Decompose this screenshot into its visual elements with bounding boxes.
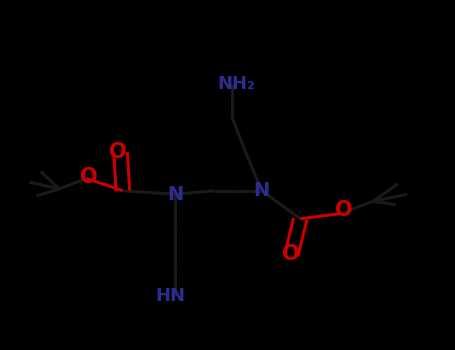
Text: O: O xyxy=(80,167,97,187)
Text: O: O xyxy=(283,244,300,264)
Text: NH₂: NH₂ xyxy=(217,75,256,93)
Text: N: N xyxy=(253,181,270,200)
Text: N: N xyxy=(167,185,183,204)
Text: HN: HN xyxy=(156,287,186,305)
Text: O: O xyxy=(335,200,352,220)
Text: O: O xyxy=(110,142,127,162)
